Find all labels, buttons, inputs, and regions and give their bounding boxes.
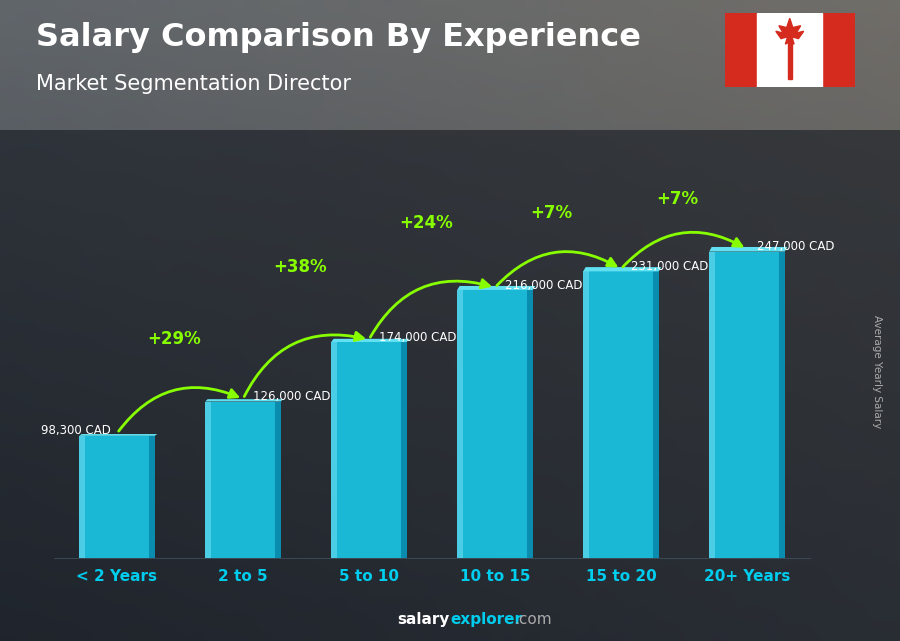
Text: +7%: +7% xyxy=(657,190,698,208)
Polygon shape xyxy=(205,399,284,401)
Text: +24%: +24% xyxy=(399,213,453,232)
Text: Salary Comparison By Experience: Salary Comparison By Experience xyxy=(36,22,641,53)
Text: 216,000 CAD: 216,000 CAD xyxy=(505,279,582,292)
Bar xyxy=(583,271,659,558)
Bar xyxy=(457,290,533,558)
Bar xyxy=(724,13,757,87)
Bar xyxy=(778,251,785,558)
Bar xyxy=(205,401,212,558)
Text: +7%: +7% xyxy=(531,204,572,222)
Polygon shape xyxy=(776,19,804,44)
Bar xyxy=(652,271,659,558)
Text: explorer: explorer xyxy=(450,612,522,627)
Bar xyxy=(274,401,281,558)
Polygon shape xyxy=(583,267,662,271)
Bar xyxy=(79,436,86,558)
Text: 231,000 CAD: 231,000 CAD xyxy=(631,260,708,273)
Polygon shape xyxy=(788,42,792,79)
Text: +38%: +38% xyxy=(273,258,327,276)
Bar xyxy=(79,436,155,558)
Text: Market Segmentation Director: Market Segmentation Director xyxy=(36,74,351,94)
Text: Average Yearly Salary: Average Yearly Salary xyxy=(871,315,882,428)
Bar xyxy=(823,13,855,87)
Text: 174,000 CAD: 174,000 CAD xyxy=(379,331,456,344)
Bar xyxy=(457,290,464,558)
Bar xyxy=(331,342,407,558)
Polygon shape xyxy=(79,434,158,436)
Text: .com: .com xyxy=(515,612,553,627)
Polygon shape xyxy=(457,286,536,290)
Bar xyxy=(526,290,533,558)
Text: 247,000 CAD: 247,000 CAD xyxy=(757,240,834,253)
Polygon shape xyxy=(709,247,788,251)
Bar xyxy=(709,251,716,558)
Text: salary: salary xyxy=(398,612,450,627)
Text: 126,000 CAD: 126,000 CAD xyxy=(253,390,330,403)
Bar xyxy=(205,401,281,558)
Text: +29%: +29% xyxy=(147,330,201,348)
Bar xyxy=(148,436,155,558)
Bar xyxy=(331,342,338,558)
Bar xyxy=(757,13,823,87)
Polygon shape xyxy=(331,339,410,342)
Bar xyxy=(400,342,407,558)
Bar xyxy=(583,271,590,558)
Text: 98,300 CAD: 98,300 CAD xyxy=(40,424,111,437)
Bar xyxy=(709,251,785,558)
